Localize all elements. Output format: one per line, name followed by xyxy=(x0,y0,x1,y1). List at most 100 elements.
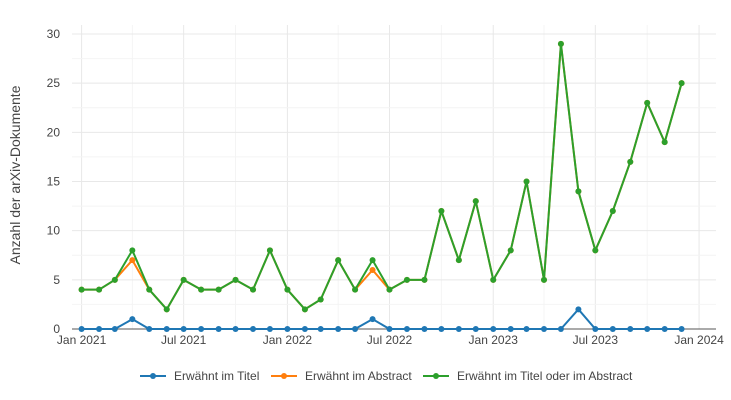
data-point[interactable] xyxy=(352,286,359,293)
data-point[interactable] xyxy=(146,326,153,332)
data-point[interactable] xyxy=(232,326,239,332)
data-point[interactable] xyxy=(369,257,376,264)
data-point[interactable] xyxy=(438,326,445,332)
data-point[interactable] xyxy=(317,296,324,303)
y-tick-labels: 0 5 10 15 20 25 30 xyxy=(47,27,61,336)
data-point[interactable] xyxy=(609,326,616,332)
data-point[interactable] xyxy=(609,208,616,214)
legend-item-1[interactable]: Erwähnt im Titel xyxy=(140,369,259,383)
data-point[interactable] xyxy=(146,286,153,293)
data-point[interactable] xyxy=(438,208,445,214)
data-point[interactable] xyxy=(661,139,668,146)
data-point[interactable] xyxy=(472,198,479,205)
data-point[interactable] xyxy=(455,257,462,264)
data-point[interactable] xyxy=(111,276,118,283)
series-2 xyxy=(78,40,685,313)
x-tick-label: Jul 2023 xyxy=(573,333,619,347)
data-point[interactable] xyxy=(198,286,205,293)
series-3 xyxy=(78,40,685,313)
data-point[interactable] xyxy=(111,326,118,332)
data-point[interactable] xyxy=(557,326,564,332)
legend-item-3[interactable]: Erwähnt im Titel oder im Abstract xyxy=(423,369,633,383)
data-point[interactable] xyxy=(490,326,497,332)
x-tick-label: Jan 2022 xyxy=(263,333,313,347)
data-point[interactable] xyxy=(403,276,410,283)
y-tick-label: 10 xyxy=(47,224,61,238)
x-tick-labels: Jan 2021 Jul 2021 Jan 2022 Jul 2022 Jan 2023… xyxy=(57,333,724,347)
data-point[interactable] xyxy=(163,306,170,313)
x-tick-label: Jan 2023 xyxy=(469,333,519,347)
legend-label: Erwähnt im Abstract xyxy=(305,369,412,383)
data-point[interactable] xyxy=(490,276,497,283)
series-layer xyxy=(78,40,685,332)
data-point[interactable] xyxy=(592,326,599,332)
data-point[interactable] xyxy=(301,306,308,313)
data-point[interactable] xyxy=(575,306,582,313)
y-tick-label: 25 xyxy=(47,76,61,90)
data-point[interactable] xyxy=(129,257,136,264)
data-point[interactable] xyxy=(163,326,170,332)
legend-label: Erwähnt im Titel oder im Abstract xyxy=(457,369,633,383)
y-tick-label: 0 xyxy=(53,322,60,336)
data-point[interactable] xyxy=(421,326,428,332)
data-point[interactable] xyxy=(627,158,634,165)
data-point[interactable] xyxy=(661,326,668,332)
data-point[interactable] xyxy=(180,276,187,283)
data-point[interactable] xyxy=(180,326,187,332)
data-point[interactable] xyxy=(507,326,514,332)
data-point[interactable] xyxy=(541,326,548,332)
data-point[interactable] xyxy=(78,286,85,293)
data-point[interactable] xyxy=(352,326,359,332)
data-point[interactable] xyxy=(198,326,205,332)
series-line xyxy=(81,308,682,330)
data-point[interactable] xyxy=(96,326,103,332)
data-point[interactable] xyxy=(317,326,324,332)
y-axis-title: Anzahl der arXiv-Dokumente xyxy=(7,85,23,264)
data-point[interactable] xyxy=(215,326,222,332)
data-point[interactable] xyxy=(472,326,479,332)
legend-marker-icon xyxy=(281,373,287,379)
data-point[interactable] xyxy=(96,286,103,293)
data-point[interactable] xyxy=(678,326,685,332)
data-point[interactable] xyxy=(421,276,428,283)
data-point[interactable] xyxy=(557,40,564,47)
data-point[interactable] xyxy=(507,247,514,254)
data-point[interactable] xyxy=(627,326,634,332)
data-point[interactable] xyxy=(644,326,651,332)
legend-marker-icon xyxy=(433,373,439,379)
data-point[interactable] xyxy=(284,286,291,293)
data-point[interactable] xyxy=(266,326,273,332)
legend-item-2[interactable]: Erwähnt im Abstract xyxy=(271,369,412,383)
data-point[interactable] xyxy=(232,276,239,283)
x-tick-label: Jul 2022 xyxy=(367,333,413,347)
data-point[interactable] xyxy=(266,247,273,254)
data-point[interactable] xyxy=(455,326,462,332)
data-point[interactable] xyxy=(369,316,376,323)
data-point[interactable] xyxy=(129,247,136,254)
y-tick-label: 15 xyxy=(47,175,61,189)
data-point[interactable] xyxy=(78,326,85,332)
data-point[interactable] xyxy=(301,326,308,332)
data-point[interactable] xyxy=(523,178,530,185)
data-point[interactable] xyxy=(335,257,342,264)
data-point[interactable] xyxy=(386,286,393,293)
data-point[interactable] xyxy=(250,326,257,332)
data-point[interactable] xyxy=(369,267,376,273)
data-point[interactable] xyxy=(678,80,685,87)
legend[interactable]: Erwähnt im Titel Erwähnt im Abstract Erwäh… xyxy=(140,369,633,383)
data-point[interactable] xyxy=(215,286,222,293)
data-point[interactable] xyxy=(592,247,599,254)
data-point[interactable] xyxy=(403,326,410,332)
legend-label: Erwähnt im Titel xyxy=(174,369,259,383)
data-point[interactable] xyxy=(335,326,342,332)
data-point[interactable] xyxy=(575,188,582,195)
data-point[interactable] xyxy=(129,316,136,323)
y-tick-label: 5 xyxy=(53,273,60,287)
series-1 xyxy=(78,306,685,332)
data-point[interactable] xyxy=(386,326,393,332)
data-point[interactable] xyxy=(250,286,257,293)
data-point[interactable] xyxy=(523,326,530,332)
data-point[interactable] xyxy=(644,99,651,106)
data-point[interactable] xyxy=(541,276,548,283)
data-point[interactable] xyxy=(284,326,291,332)
